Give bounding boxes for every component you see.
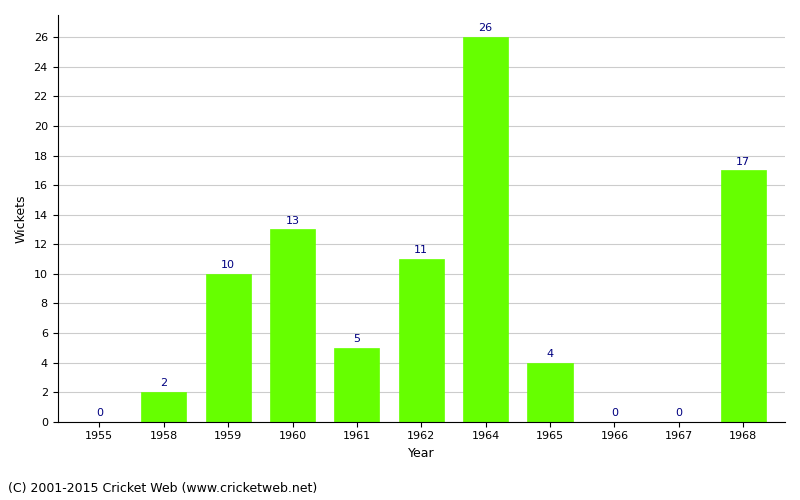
Text: 0: 0 bbox=[675, 408, 682, 418]
Bar bbox=[398, 259, 444, 422]
Text: 13: 13 bbox=[286, 216, 299, 226]
Text: 11: 11 bbox=[414, 246, 428, 256]
Text: (C) 2001-2015 Cricket Web (www.cricketweb.net): (C) 2001-2015 Cricket Web (www.cricketwe… bbox=[8, 482, 318, 495]
Text: 5: 5 bbox=[354, 334, 360, 344]
Text: 26: 26 bbox=[478, 24, 493, 34]
Bar bbox=[463, 37, 508, 422]
Text: 4: 4 bbox=[546, 349, 554, 359]
Bar bbox=[270, 230, 315, 422]
Text: 10: 10 bbox=[221, 260, 235, 270]
Bar bbox=[142, 392, 186, 422]
Text: 0: 0 bbox=[96, 408, 103, 418]
Bar bbox=[334, 348, 379, 422]
Bar bbox=[206, 274, 250, 422]
Bar bbox=[721, 170, 766, 422]
Text: 0: 0 bbox=[611, 408, 618, 418]
Y-axis label: Wickets: Wickets bbox=[15, 194, 28, 242]
X-axis label: Year: Year bbox=[408, 447, 434, 460]
Bar bbox=[527, 362, 573, 422]
Text: 17: 17 bbox=[736, 156, 750, 166]
Text: 2: 2 bbox=[160, 378, 167, 388]
